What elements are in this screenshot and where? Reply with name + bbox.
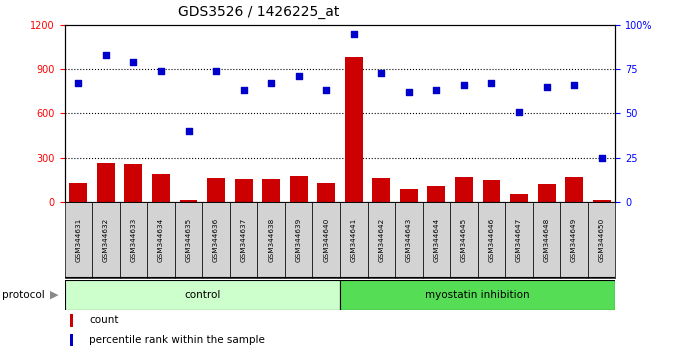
Bar (345, 57, 362, 202)
Bar (565, 177, 583, 202)
Text: GSM344639: GSM344639 (296, 218, 302, 262)
Point (73, 80, 84, 86)
Bar (65, 280, 340, 310)
Text: control: control (184, 290, 220, 300)
Bar (340, 202, 367, 278)
Point (183, 128, 194, 134)
Bar (152, 175, 170, 202)
Point (513, 109, 524, 114)
Bar (483, 181, 500, 202)
Point (101, 52, 112, 58)
Bar (533, 202, 560, 278)
Point (128, 59, 139, 65)
Bar (510, 194, 528, 202)
Point (596, 155, 607, 160)
Bar (285, 202, 312, 278)
Text: myostatin inhibition: myostatin inhibition (426, 290, 530, 300)
Bar (207, 178, 225, 202)
Text: GSM344636: GSM344636 (213, 218, 219, 262)
Text: percentile rank within the sample: percentile rank within the sample (89, 335, 265, 345)
Bar (395, 202, 423, 278)
Bar (477, 202, 505, 278)
Bar (124, 164, 142, 202)
Point (458, 82, 469, 88)
Bar (505, 202, 533, 278)
Bar (65, 202, 92, 278)
Bar (340, 280, 615, 310)
Bar (203, 202, 230, 278)
Bar (257, 202, 285, 278)
Bar (262, 179, 280, 202)
Text: GSM344640: GSM344640 (323, 218, 329, 262)
Point (541, 84, 552, 90)
Text: GSM344632: GSM344632 (103, 218, 109, 262)
Point (211, 68, 222, 74)
Bar (235, 179, 252, 202)
Text: GSM344634: GSM344634 (158, 218, 164, 262)
Bar (69, 183, 87, 202)
Point (266, 80, 277, 86)
Text: GSM344631: GSM344631 (75, 218, 82, 262)
Bar (318, 183, 335, 202)
Bar (423, 202, 450, 278)
Bar (428, 185, 445, 202)
Point (376, 70, 387, 75)
Text: GSM344646: GSM344646 (488, 218, 494, 262)
Bar (538, 184, 556, 202)
Text: GSM344647: GSM344647 (516, 218, 522, 262)
Point (568, 82, 579, 88)
Bar (97, 163, 115, 202)
Bar (367, 202, 395, 278)
Bar (175, 202, 203, 278)
Point (156, 68, 167, 74)
Point (293, 73, 304, 79)
Text: GSM344650: GSM344650 (598, 218, 605, 262)
Bar (593, 200, 611, 202)
Text: GSM344644: GSM344644 (433, 218, 439, 262)
Text: ▶: ▶ (50, 290, 58, 300)
Point (321, 87, 332, 93)
Point (238, 87, 249, 93)
Point (431, 87, 442, 93)
Bar (180, 200, 197, 202)
Text: GSM344633: GSM344633 (131, 218, 137, 262)
Bar (450, 202, 477, 278)
Text: GSM344648: GSM344648 (543, 218, 549, 262)
Bar (560, 202, 588, 278)
Bar (588, 202, 615, 278)
Bar (400, 188, 418, 202)
Bar (120, 202, 147, 278)
Text: GSM344645: GSM344645 (461, 218, 467, 262)
Text: protocol: protocol (2, 290, 45, 300)
Text: GSM344642: GSM344642 (378, 218, 384, 262)
Bar (70, 333, 73, 346)
Point (486, 80, 497, 86)
Bar (455, 177, 473, 202)
Bar (92, 202, 120, 278)
Point (348, 31, 359, 36)
Bar (373, 178, 390, 202)
Text: GDS3526 / 1426225_at: GDS3526 / 1426225_at (177, 5, 339, 19)
Bar (70, 314, 73, 326)
Text: count: count (89, 315, 119, 325)
Text: GSM344641: GSM344641 (351, 218, 357, 262)
Text: GSM344637: GSM344637 (241, 218, 247, 262)
Point (403, 89, 414, 95)
Bar (312, 202, 340, 278)
Bar (290, 176, 307, 202)
Text: GSM344638: GSM344638 (268, 218, 274, 262)
Text: GSM344649: GSM344649 (571, 218, 577, 262)
Bar (230, 202, 257, 278)
Text: GSM344635: GSM344635 (186, 218, 192, 262)
Text: GSM344643: GSM344643 (406, 218, 412, 262)
Bar (147, 202, 175, 278)
